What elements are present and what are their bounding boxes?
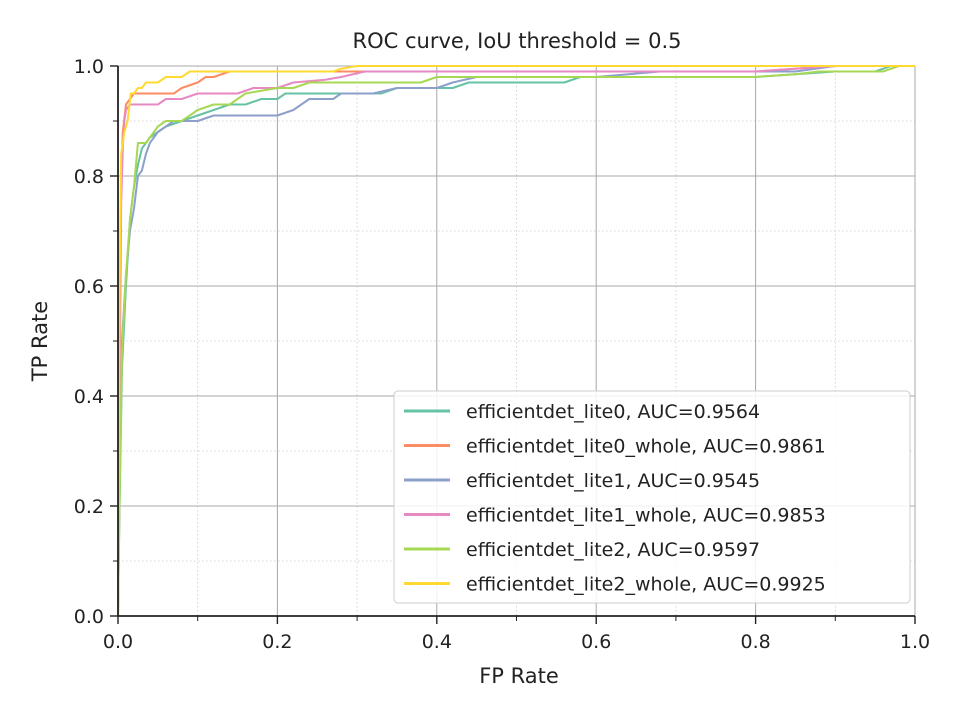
legend-frame — [393, 390, 911, 604]
y-tick-label: 0.4 — [74, 386, 104, 408]
y-axis-label: TP Rate — [28, 301, 52, 382]
y-tick-label: 0.8 — [74, 166, 104, 188]
legend-label: efficientdet_lite0, AUC=0.9564 — [466, 401, 760, 423]
chart-title: ROC curve, IoU threshold = 0.5 — [353, 29, 682, 53]
legend-label: efficientdet_lite0_whole, AUC=0.9861 — [466, 436, 826, 458]
x-tick-label: 0.0 — [103, 631, 133, 653]
series-line-5 — [117, 65, 915, 617]
series-lines — [117, 65, 915, 617]
y-tick-label: 0.6 — [74, 276, 104, 298]
x-tick-label: 0.2 — [262, 631, 292, 653]
legend-label: efficientdet_lite1, AUC=0.9545 — [466, 470, 760, 492]
legend-label: efficientdet_lite2, AUC=0.9597 — [466, 539, 760, 561]
ticks: 0.0 0.2 0.4 0.6 0.8 1.0 0.0 0.2 0.4 0.6 0.8 1.0 — [74, 56, 930, 653]
legend: efficientdet_lite0, AUC=0.9564 efficientd… — [393, 390, 911, 604]
y-tick-label: 1.0 — [74, 56, 104, 78]
x-tick-label: 1.0 — [900, 631, 930, 653]
x-tick-label: 0.6 — [581, 631, 611, 653]
legend-label: efficientdet_lite2_whole, AUC=0.9925 — [466, 574, 826, 596]
series-line-4 — [117, 65, 915, 617]
x-axis-label: FP Rate — [479, 664, 559, 688]
series-line-6 — [117, 65, 915, 617]
x-tick-label: 0.4 — [422, 631, 452, 653]
x-tick-label: 0.8 — [740, 631, 770, 653]
y-tick-label: 0.0 — [74, 606, 104, 628]
legend-label: efficientdet_lite1_whole, AUC=0.9853 — [466, 505, 826, 527]
y-tick-label: 0.2 — [74, 496, 104, 518]
